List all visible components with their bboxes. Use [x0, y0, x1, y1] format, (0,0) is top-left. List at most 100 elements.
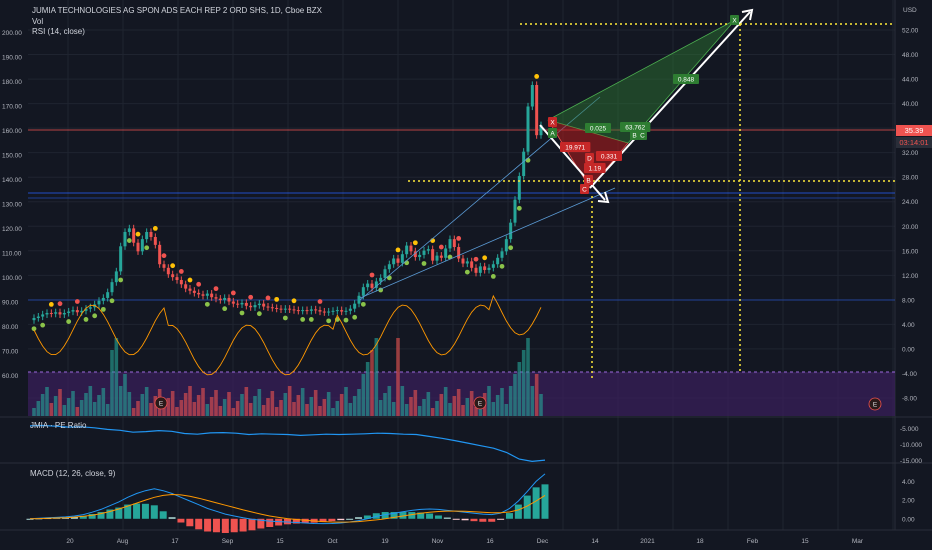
pattern-ratio-red3: 1.19 [588, 166, 601, 173]
price-tick-label: 52.00 [902, 28, 919, 35]
signal-dot [92, 313, 98, 319]
candle-body [491, 264, 495, 268]
candle-body [522, 151, 526, 177]
candle-body [465, 261, 469, 264]
candle-body [361, 287, 365, 296]
currency-label: USD [903, 7, 917, 14]
volume-bar [296, 395, 301, 416]
macd-hist-bar [541, 484, 549, 519]
volume-bar [179, 400, 184, 416]
macd-histogram [26, 484, 549, 533]
macd-hist-bar [292, 518, 300, 524]
volume-bar [352, 396, 357, 416]
pattern-label-d-bg [585, 153, 594, 163]
volume-bar [49, 403, 54, 416]
candle-body [279, 308, 283, 310]
candle-body [214, 297, 218, 299]
price-tick-label: 48.00 [902, 52, 919, 59]
candle-body [509, 222, 513, 240]
candle-body [327, 311, 331, 313]
candle-body [140, 239, 144, 252]
candle-body [80, 310, 84, 313]
candle-body [483, 266, 487, 270]
candle-body [275, 307, 279, 309]
candle-body [253, 305, 257, 308]
macd-hist-bar [470, 518, 478, 522]
volume-bar [404, 404, 409, 416]
volume-bar [378, 400, 383, 416]
volume-bar [422, 399, 426, 416]
signal-dot [74, 299, 80, 304]
volume-bar [218, 406, 223, 416]
pattern-ratio-green1: 0.025 [590, 126, 607, 133]
candle-body [431, 249, 435, 261]
candle-body [413, 251, 417, 258]
candle-body [123, 231, 127, 247]
candle-body [366, 283, 370, 288]
signal-dot [196, 281, 202, 287]
left-tick-label: 190.00 [2, 55, 22, 62]
macd-hist-bar [150, 505, 158, 519]
signal-dot [499, 263, 505, 269]
volume-bar [84, 393, 88, 416]
countdown-badge: 03:14:01 [896, 137, 932, 148]
x-tick-label: 19 [381, 538, 389, 545]
candle-body [461, 258, 465, 264]
macd-hist-bar [532, 487, 540, 519]
signal-dot [118, 277, 124, 283]
candle-body [387, 264, 391, 270]
signal-dot [48, 301, 54, 307]
x-tick-label: 15 [801, 538, 809, 545]
candle-body [236, 303, 240, 305]
pattern-label-b-red-bg [584, 175, 593, 185]
candle-body [426, 249, 430, 251]
signal-dot [83, 317, 89, 322]
volume-bar [123, 374, 127, 416]
macd-hist-bar [257, 518, 265, 529]
volume-bar [348, 403, 353, 416]
candle-body [496, 257, 500, 265]
macd-hist-bar [505, 513, 513, 519]
pattern-ratio-green3-bg [673, 74, 699, 84]
candle-body [379, 277, 383, 282]
candle-body [392, 258, 396, 265]
volume-bar [370, 350, 374, 416]
candle-body [474, 267, 478, 273]
volume-bar [456, 389, 461, 416]
volume-bar [274, 407, 279, 416]
volume-bar [292, 402, 296, 416]
signal-dot [473, 256, 479, 262]
candle-body [435, 255, 439, 261]
candle-body [370, 283, 374, 288]
pattern-label-b-red: B [586, 178, 590, 185]
signal-dot [395, 247, 401, 253]
candle-body [110, 282, 114, 293]
volume-bar [331, 408, 335, 416]
volume-bar [75, 407, 80, 416]
pattern-label-c-bg [638, 130, 647, 140]
left-tick-label: 170.00 [2, 104, 22, 111]
left-tick-label: 100.00 [2, 275, 22, 282]
volume-bar [417, 406, 422, 416]
volume-bar [45, 387, 49, 416]
candle-body [452, 239, 456, 248]
candle-body [409, 245, 413, 252]
candle-body [405, 245, 409, 255]
earnings-label: E [478, 401, 483, 408]
candle-body [67, 311, 71, 313]
candle-body [145, 231, 149, 240]
pattern-ratio-red3-bg [584, 163, 606, 173]
macd-tick-label: 2.00 [902, 498, 915, 505]
x-tick-label: 2021 [640, 538, 655, 545]
candle-body [205, 293, 209, 296]
volume-bar [201, 388, 205, 416]
volume-bar [188, 386, 192, 416]
candle-body [184, 284, 188, 289]
volume-bar [257, 389, 262, 416]
signal-dot [152, 226, 158, 231]
volume-bar [500, 388, 504, 416]
volume-bar [339, 394, 344, 416]
signal-dot [170, 263, 176, 269]
candle-body [517, 176, 521, 200]
